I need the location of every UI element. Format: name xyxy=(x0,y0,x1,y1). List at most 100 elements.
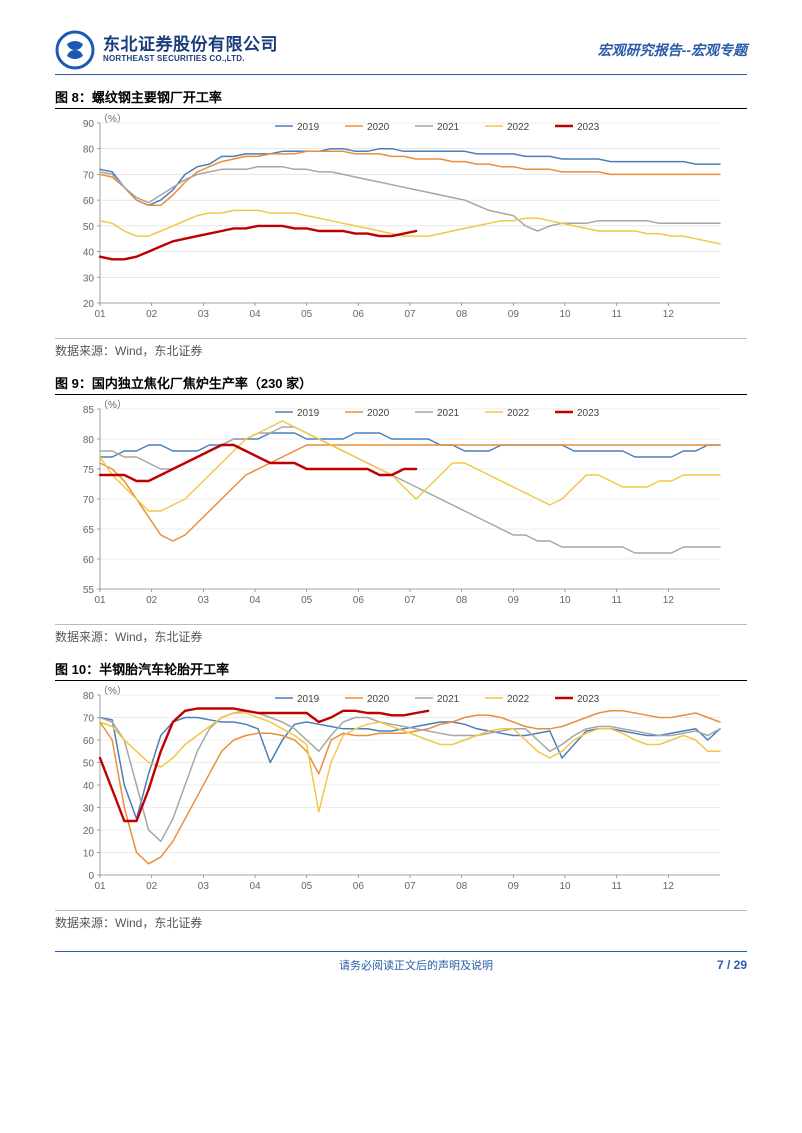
chart8-source: 数据来源：Wind，东北证券 xyxy=(55,338,747,359)
svg-text:40: 40 xyxy=(83,781,95,792)
svg-text:10: 10 xyxy=(559,595,571,606)
svg-text:80: 80 xyxy=(83,145,95,156)
svg-text:08: 08 xyxy=(456,595,468,606)
svg-text:60: 60 xyxy=(83,736,95,747)
svg-text:65: 65 xyxy=(83,525,95,536)
svg-text:06: 06 xyxy=(353,881,365,892)
svg-text:80: 80 xyxy=(83,435,95,446)
svg-text:50: 50 xyxy=(83,759,95,770)
svg-text:11: 11 xyxy=(611,595,622,606)
svg-text:2023: 2023 xyxy=(577,122,600,133)
chart9-block: 图 9：国内独立焦化厂焦炉生产率（230 家） 55 60 65 70 75 80 85 01 0… xyxy=(55,373,747,645)
chart8-chart: 2030405060708090010203040506070809101112… xyxy=(55,113,747,338)
svg-text:07: 07 xyxy=(404,881,416,892)
logo-block: 东北证券股份有限公司 NORTHEAST SECURITIES CO.,LTD. xyxy=(55,30,278,70)
chart9-source: 数据来源：Wind，东北证券 xyxy=(55,624,747,645)
svg-text:60: 60 xyxy=(83,196,95,207)
svg-text:（%）: （%） xyxy=(98,399,127,411)
svg-text:2021: 2021 xyxy=(437,122,460,133)
svg-text:75: 75 xyxy=(83,465,95,476)
svg-text:11: 11 xyxy=(611,309,622,320)
svg-text:2020: 2020 xyxy=(367,694,390,705)
svg-text:01: 01 xyxy=(94,595,106,606)
svg-text:2021: 2021 xyxy=(437,408,460,419)
svg-text:70: 70 xyxy=(83,495,95,506)
svg-text:01: 01 xyxy=(94,309,106,320)
svg-text:07: 07 xyxy=(404,595,416,606)
svg-text:09: 09 xyxy=(508,881,520,892)
chart10-title: 图 10：半钢胎汽车轮胎开工率 xyxy=(55,659,747,681)
svg-text:2020: 2020 xyxy=(367,408,390,419)
svg-text:50: 50 xyxy=(83,222,95,233)
svg-text:30: 30 xyxy=(83,273,95,284)
svg-text:09: 09 xyxy=(508,595,520,606)
svg-text:10: 10 xyxy=(559,309,571,320)
svg-text:05: 05 xyxy=(301,595,313,606)
svg-text:04: 04 xyxy=(249,309,261,320)
svg-text:20: 20 xyxy=(83,826,95,837)
chart10-block: 图 10：半钢胎汽车轮胎开工率0102030405060708001020304… xyxy=(55,659,747,931)
svg-text:02: 02 xyxy=(146,881,158,892)
chart10-svg: 0102030405060708001020304050607080910111… xyxy=(55,685,735,905)
svg-text:08: 08 xyxy=(456,881,468,892)
svg-text:2019: 2019 xyxy=(297,694,320,705)
svg-text:01: 01 xyxy=(94,881,106,892)
svg-text:05: 05 xyxy=(301,881,313,892)
svg-text:85: 85 xyxy=(83,405,95,416)
chart8-title: 图 8：螺纹钢主要钢厂开工率 xyxy=(55,87,747,109)
chart9-title: 图 9：国内独立焦化厂焦炉生产率（230 家） xyxy=(55,373,747,395)
svg-text:2023: 2023 xyxy=(577,408,600,419)
svg-text:12: 12 xyxy=(663,881,675,892)
doc-type: 宏观研究报告--宏观专题 xyxy=(598,40,747,60)
svg-text:03: 03 xyxy=(198,595,210,606)
svg-text:10: 10 xyxy=(83,849,95,860)
svg-text:（%）: （%） xyxy=(98,113,127,125)
svg-text:70: 70 xyxy=(83,714,95,725)
svg-text:02: 02 xyxy=(146,595,158,606)
svg-text:55: 55 xyxy=(83,585,95,596)
chart8-block: 图 8：螺纹钢主要钢厂开工率20304050607080900102030405… xyxy=(55,87,747,359)
svg-text:09: 09 xyxy=(508,309,520,320)
svg-text:2022: 2022 xyxy=(507,408,530,419)
chart9-svg: 55 60 65 70 75 80 85 01 02 03 04 05 06 07 08 09 10 11 12 （%… xyxy=(55,399,735,619)
svg-text:04: 04 xyxy=(249,881,261,892)
company-name-en: NORTHEAST SECURITIES CO.,LTD. xyxy=(103,55,278,64)
svg-text:03: 03 xyxy=(198,309,210,320)
svg-text:2022: 2022 xyxy=(507,694,530,705)
company-name-cn: 东北证券股份有限公司 xyxy=(103,36,278,55)
svg-text:80: 80 xyxy=(83,691,95,702)
svg-text:12: 12 xyxy=(663,309,675,320)
svg-text:2019: 2019 xyxy=(297,408,320,419)
chart10-source: 数据来源：Wind，东北证券 xyxy=(55,910,747,931)
chart9-chart: 55 60 65 70 75 80 85 01 02 03 04 05 06 07 08 09 10 11 12 （%… xyxy=(55,399,747,624)
chart8-svg: 2030405060708090010203040506070809101112… xyxy=(55,113,735,333)
chart10-chart: 0102030405060708001020304050607080910111… xyxy=(55,685,747,910)
svg-text:2022: 2022 xyxy=(507,122,530,133)
svg-text:2019: 2019 xyxy=(297,122,320,133)
svg-text:40: 40 xyxy=(83,248,95,259)
svg-text:2020: 2020 xyxy=(367,122,390,133)
page-footer: 请务必阅读正文后的声明及说明 7 / 29 xyxy=(55,951,747,973)
svg-text:06: 06 xyxy=(353,595,365,606)
svg-text:（%）: （%） xyxy=(98,685,127,697)
svg-text:70: 70 xyxy=(83,170,95,181)
svg-text:2021: 2021 xyxy=(437,694,460,705)
footer-note: 请务必阅读正文后的声明及说明 xyxy=(115,957,717,973)
svg-text:90: 90 xyxy=(83,119,95,130)
svg-text:60: 60 xyxy=(83,555,95,566)
page-header: 东北证券股份有限公司 NORTHEAST SECURITIES CO.,LTD.… xyxy=(55,30,747,75)
svg-text:12: 12 xyxy=(663,595,675,606)
charts-container: 图 8：螺纹钢主要钢厂开工率 20 30 40 50 60 70 80 90 01 02 03 04 05… xyxy=(55,87,747,931)
svg-text:2023: 2023 xyxy=(577,694,600,705)
svg-text:07: 07 xyxy=(404,309,416,320)
svg-text:11: 11 xyxy=(611,881,622,892)
svg-text:04: 04 xyxy=(249,595,261,606)
svg-text:08: 08 xyxy=(456,309,468,320)
svg-text:10: 10 xyxy=(559,881,571,892)
footer-page: 7 / 29 xyxy=(717,958,747,972)
company-logo-icon xyxy=(55,30,95,70)
svg-text:02: 02 xyxy=(146,309,158,320)
svg-text:30: 30 xyxy=(83,804,95,815)
svg-text:03: 03 xyxy=(198,881,210,892)
svg-text:20: 20 xyxy=(83,299,95,310)
